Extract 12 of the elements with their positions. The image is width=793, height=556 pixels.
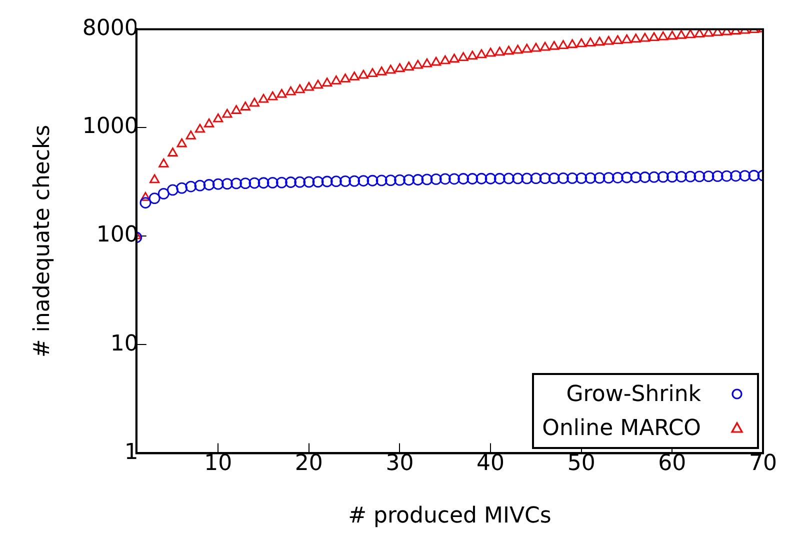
- x-tick-label: 40: [476, 451, 505, 476]
- x-tick-label: 30: [386, 451, 414, 476]
- x-tick-label: 10: [204, 451, 232, 476]
- y-axis-title: # inadequate checks: [30, 124, 55, 358]
- y-tick-label: 1: [124, 440, 138, 465]
- x-tick-label: 70: [749, 451, 777, 476]
- x-tick-label: 60: [658, 451, 686, 476]
- x-tick-label: 50: [567, 451, 596, 476]
- x-tick-label: 20: [294, 451, 323, 476]
- legend-label: Grow-Shrink: [566, 382, 701, 407]
- legend-label: Online MARCO: [542, 416, 701, 441]
- x-axis-title: # produced MIVCs: [348, 504, 552, 529]
